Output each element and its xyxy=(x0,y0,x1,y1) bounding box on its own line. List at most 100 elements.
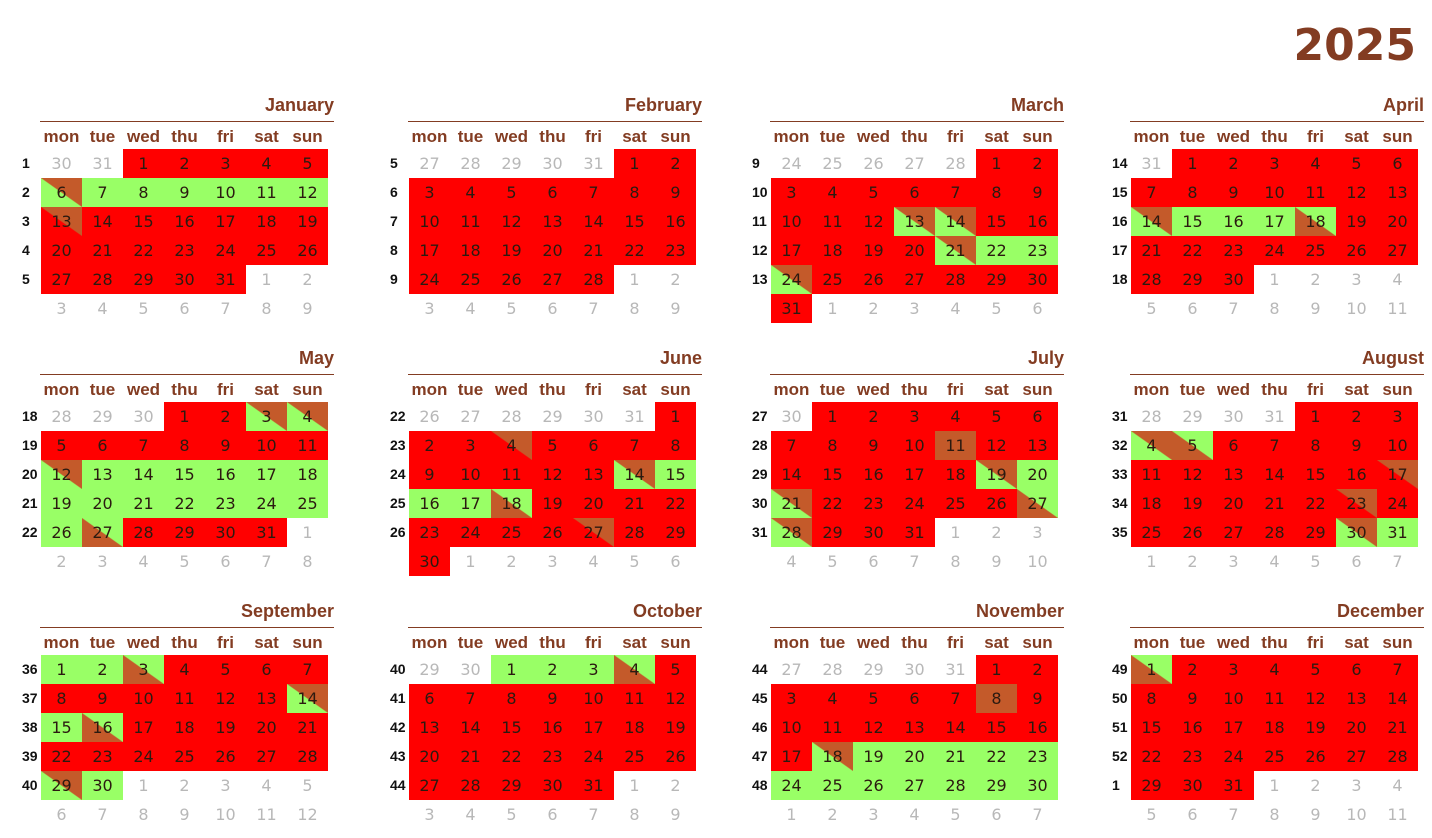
calendar-day-outside[interactable]: 31 xyxy=(583,154,604,173)
calendar-day[interactable]: 8 xyxy=(976,684,1017,713)
calendar-day[interactable]: 18 xyxy=(491,489,532,518)
calendar-day[interactable]: 14 xyxy=(123,460,164,489)
calendar-day[interactable]: 24 xyxy=(123,742,164,771)
calendar-day[interactable]: 20 xyxy=(1017,460,1058,489)
calendar-day[interactable]: 17 xyxy=(771,236,812,265)
calendar-day-outside[interactable]: 1 xyxy=(138,776,149,795)
calendar-day-outside[interactable]: 26 xyxy=(863,154,884,173)
calendar-day-outside[interactable]: 29 xyxy=(863,660,884,679)
calendar-day[interactable]: 4 xyxy=(450,178,491,207)
calendar-day[interactable]: 28 xyxy=(573,265,614,294)
calendar-day-outside[interactable]: 4 xyxy=(1269,552,1280,571)
calendar-day[interactable]: 17 xyxy=(573,713,614,742)
calendar-day-outside[interactable]: 4 xyxy=(1392,270,1403,289)
calendar-day[interactable]: 8 xyxy=(812,431,853,460)
calendar-day[interactable]: 10 xyxy=(409,207,450,236)
calendar-day[interactable]: 5 xyxy=(853,684,894,713)
calendar-day[interactable]: 4 xyxy=(164,655,205,684)
calendar-day[interactable]: 2 xyxy=(655,149,696,178)
calendar-day[interactable]: 12 xyxy=(287,178,328,207)
calendar-day[interactable]: 27 xyxy=(894,265,935,294)
calendar-day-outside[interactable]: 28 xyxy=(822,660,843,679)
calendar-day[interactable]: 8 xyxy=(491,684,532,713)
calendar-day[interactable]: 7 xyxy=(614,431,655,460)
calendar-day[interactable]: 18 xyxy=(246,207,287,236)
calendar-day[interactable]: 20 xyxy=(409,742,450,771)
calendar-day[interactable]: 14 xyxy=(287,684,328,713)
calendar-day[interactable]: 11 xyxy=(812,207,853,236)
calendar-day[interactable]: 29 xyxy=(164,518,205,547)
calendar-day[interactable]: 27 xyxy=(1336,742,1377,771)
calendar-day[interactable]: 3 xyxy=(1377,402,1418,431)
calendar-day[interactable]: 6 xyxy=(1213,431,1254,460)
calendar-day[interactable]: 19 xyxy=(1295,713,1336,742)
calendar-day[interactable]: 4 xyxy=(812,178,853,207)
calendar-day-outside[interactable]: 1 xyxy=(465,552,476,571)
calendar-day[interactable]: 11 xyxy=(1254,684,1295,713)
calendar-day[interactable]: 2 xyxy=(164,149,205,178)
calendar-day[interactable]: 4 xyxy=(1131,431,1172,460)
calendar-day-outside[interactable]: 4 xyxy=(97,299,108,318)
calendar-day[interactable]: 23 xyxy=(853,489,894,518)
calendar-day[interactable]: 26 xyxy=(853,771,894,800)
calendar-day[interactable]: 10 xyxy=(1213,684,1254,713)
calendar-day[interactable]: 30 xyxy=(853,518,894,547)
calendar-day[interactable]: 21 xyxy=(123,489,164,518)
calendar-day[interactable]: 22 xyxy=(1295,489,1336,518)
calendar-day[interactable]: 2 xyxy=(409,431,450,460)
calendar-day-outside[interactable]: 6 xyxy=(1351,552,1362,571)
calendar-day[interactable]: 16 xyxy=(532,713,573,742)
calendar-day[interactable]: 6 xyxy=(573,431,614,460)
calendar-day-outside[interactable]: 4 xyxy=(950,299,961,318)
calendar-day[interactable]: 14 xyxy=(771,460,812,489)
calendar-day[interactable]: 8 xyxy=(123,178,164,207)
calendar-day[interactable]: 16 xyxy=(82,713,123,742)
calendar-day[interactable]: 17 xyxy=(771,742,812,771)
calendar-day[interactable]: 1 xyxy=(1131,655,1172,684)
calendar-day-outside[interactable]: 29 xyxy=(1182,407,1203,426)
calendar-day-outside[interactable]: 29 xyxy=(501,154,522,173)
calendar-day[interactable]: 16 xyxy=(655,207,696,236)
calendar-day[interactable]: 29 xyxy=(41,771,82,800)
calendar-day-outside[interactable]: 31 xyxy=(1264,407,1285,426)
calendar-day-outside[interactable]: 24 xyxy=(781,154,802,173)
calendar-day-outside[interactable]: 4 xyxy=(138,552,149,571)
calendar-day[interactable]: 16 xyxy=(1017,713,1058,742)
calendar-day[interactable]: 19 xyxy=(976,460,1017,489)
calendar-day[interactable]: 12 xyxy=(976,431,1017,460)
calendar-day[interactable]: 23 xyxy=(164,236,205,265)
calendar-day[interactable]: 10 xyxy=(1377,431,1418,460)
calendar-day[interactable]: 24 xyxy=(409,265,450,294)
calendar-day[interactable]: 10 xyxy=(246,431,287,460)
calendar-day-outside[interactable]: 3 xyxy=(868,805,879,824)
calendar-day-outside[interactable]: 7 xyxy=(588,299,599,318)
calendar-day[interactable]: 19 xyxy=(491,236,532,265)
calendar-day[interactable]: 13 xyxy=(246,684,287,713)
calendar-day[interactable]: 6 xyxy=(41,178,82,207)
calendar-day[interactable]: 19 xyxy=(532,489,573,518)
calendar-day[interactable]: 30 xyxy=(1336,518,1377,547)
calendar-day[interactable]: 26 xyxy=(491,265,532,294)
calendar-day[interactable]: 21 xyxy=(287,713,328,742)
calendar-day[interactable]: 4 xyxy=(935,402,976,431)
calendar-day[interactable]: 2 xyxy=(853,402,894,431)
calendar-day[interactable]: 7 xyxy=(1254,431,1295,460)
calendar-day[interactable]: 14 xyxy=(935,713,976,742)
calendar-day[interactable]: 20 xyxy=(246,713,287,742)
calendar-day[interactable]: 3 xyxy=(771,684,812,713)
calendar-day[interactable]: 29 xyxy=(123,265,164,294)
calendar-day[interactable]: 13 xyxy=(573,460,614,489)
calendar-day-outside[interactable]: 6 xyxy=(179,299,190,318)
calendar-day[interactable]: 24 xyxy=(771,265,812,294)
calendar-day-outside[interactable]: 1 xyxy=(1269,776,1280,795)
calendar-day-outside[interactable]: 30 xyxy=(51,154,72,173)
calendar-day[interactable]: 3 xyxy=(205,149,246,178)
calendar-day-outside[interactable]: 4 xyxy=(465,299,476,318)
calendar-day[interactable]: 29 xyxy=(976,265,1017,294)
calendar-day[interactable]: 17 xyxy=(894,460,935,489)
calendar-day[interactable]: 5 xyxy=(41,431,82,460)
calendar-day[interactable]: 6 xyxy=(1017,402,1058,431)
calendar-day-outside[interactable]: 5 xyxy=(179,552,190,571)
calendar-day[interactable]: 7 xyxy=(287,655,328,684)
calendar-day[interactable]: 1 xyxy=(614,149,655,178)
